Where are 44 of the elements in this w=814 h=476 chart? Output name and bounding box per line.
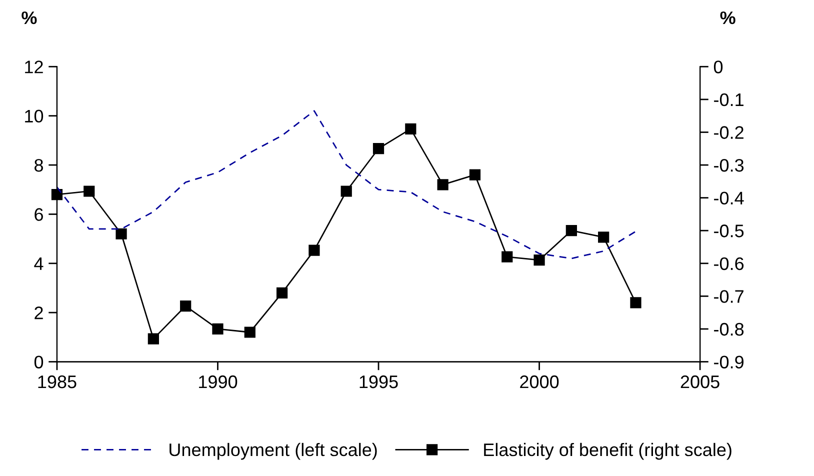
- y2-tick-label: -0.8: [714, 322, 744, 336]
- y2-tick-label: 0: [714, 60, 723, 74]
- point: [502, 251, 513, 262]
- point: [566, 225, 577, 236]
- y-tick-label: 0: [34, 356, 44, 368]
- legend-label: Elasticity of benefit (right scale): [484, 442, 732, 460]
- point: [244, 326, 256, 338]
- point: [372, 143, 384, 154]
- point: [598, 232, 610, 243]
- y2-tick-label: -0.6: [714, 257, 744, 270]
- point: [148, 333, 159, 344]
- point: [212, 323, 224, 335]
- point: [116, 228, 127, 240]
- y2-tick-label: -0.7: [714, 290, 744, 303]
- point: [308, 244, 320, 256]
- y2-tick-label: -0.1: [714, 93, 744, 106]
- point: [84, 186, 95, 197]
- y2-tick-label: -0.3: [714, 158, 744, 172]
- y2-axis-title: %: [720, 11, 736, 24]
- x-tick-label: 1990: [199, 375, 238, 388]
- y2-tick-label: -0.2: [714, 126, 744, 139]
- point: [405, 123, 416, 134]
- y-tick-label: 12: [25, 60, 43, 74]
- y-tick-label: 2: [34, 306, 43, 320]
- y-axis-title: %: [22, 11, 37, 24]
- x-tick-label: 1995: [360, 375, 398, 388]
- legend-label: Unemployment (left scale): [170, 442, 377, 460]
- x-tick-label: 1985: [38, 375, 76, 388]
- y-tick-label: 8: [34, 158, 43, 172]
- x-tick-label: 2000: [520, 375, 559, 388]
- y2-tick-label: -0.4: [714, 192, 744, 205]
- point: [630, 297, 642, 308]
- point: [180, 300, 192, 312]
- y2-tick-label: -0.5: [714, 224, 744, 238]
- point: [276, 287, 288, 298]
- point: [340, 186, 352, 197]
- y-tick-label: 4: [34, 258, 44, 270]
- y-tick-label: 10: [25, 110, 44, 123]
- x-tick-label: 2005: [680, 375, 720, 388]
- point: [469, 169, 481, 180]
- point: [437, 179, 448, 190]
- y2-tick-label: -0.9: [714, 356, 744, 368]
- y-tick-label: 6: [34, 208, 43, 221]
- point: [534, 254, 545, 266]
